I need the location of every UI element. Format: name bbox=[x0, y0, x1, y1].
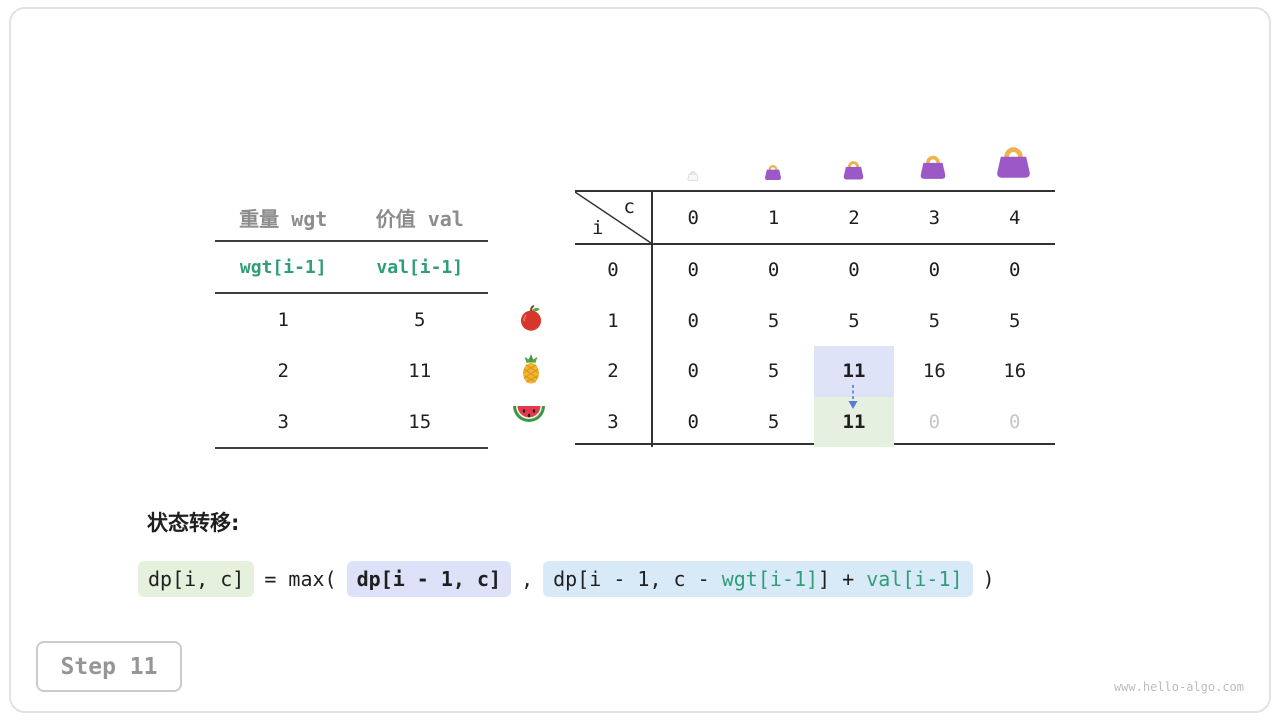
dp-col-header-2: 2 bbox=[813, 192, 895, 245]
watermelon-icon bbox=[512, 404, 546, 432]
dp-cell-3-0: 0 bbox=[687, 410, 699, 433]
step-badge: Step 11 bbox=[36, 641, 182, 692]
dp-col-header-1: 1 bbox=[733, 192, 814, 245]
formula-close-paren: ) bbox=[982, 567, 995, 591]
formula-arg2: dp[i - 1, c - wgt[i-1]] + val[i-1] bbox=[543, 561, 973, 597]
dp-cell-0-1: 0 bbox=[767, 259, 780, 282]
bag-small-icon bbox=[762, 160, 784, 186]
formula-arg2-prefix: dp[i - 1, c - bbox=[553, 567, 722, 591]
dp-cell-1-0: 0 bbox=[687, 309, 699, 332]
watermark: www.hello-algo.com bbox=[1113, 680, 1244, 694]
dp-table: c i 0 1 2 3 4 0 0 0 0 0 0 1 0 5 5 5 5 2 … bbox=[575, 190, 1055, 447]
items-formula-row: wgt[i-1] val[i-1] bbox=[215, 242, 488, 292]
items-table-header: 重量 wgt 价值 val bbox=[215, 195, 488, 240]
items-col-header-val: 价值 val bbox=[375, 207, 464, 231]
items-table-rule bbox=[215, 447, 488, 449]
dp-cell-1-3: 5 bbox=[928, 309, 941, 332]
bag-empty-icon bbox=[686, 167, 700, 186]
items-row-1-wgt: 1 bbox=[277, 308, 289, 331]
dp-cell-1-4: 5 bbox=[1009, 309, 1021, 332]
transition-arrow-icon bbox=[845, 384, 861, 415]
dp-row-label-3: 3 bbox=[575, 396, 653, 447]
items-row-1-val: 5 bbox=[414, 308, 426, 331]
dp-row-label-2: 2 bbox=[575, 346, 653, 397]
dp-col-header-4: 4 bbox=[974, 192, 1055, 245]
pineapple-icon bbox=[516, 353, 546, 389]
items-col-header-wgt: 重量 wgt bbox=[239, 207, 328, 231]
dp-row-label-1: 1 bbox=[575, 295, 653, 346]
dp-cell-2-1: 5 bbox=[767, 360, 780, 383]
dp-cell-1-2: 5 bbox=[848, 309, 860, 332]
dp-corner-col-label: c bbox=[623, 196, 635, 218]
bag-medium-icon bbox=[840, 155, 867, 186]
items-table-rule bbox=[215, 240, 488, 242]
dp-col-header-3: 3 bbox=[894, 192, 975, 245]
items-row-3-val: 15 bbox=[408, 410, 432, 433]
transition-formula: dp[i, c] = max( dp[i - 1, c] , dp[i - 1,… bbox=[138, 561, 995, 597]
dp-corner-row-label: i bbox=[592, 217, 604, 239]
formula-arg2-wgt: wgt[i-1] bbox=[721, 567, 819, 591]
items-row-1: 1 5 bbox=[215, 294, 488, 345]
apple-icon bbox=[517, 304, 545, 336]
dp-cell-2-4: 16 bbox=[1003, 360, 1027, 383]
dp-cell-1-1: 5 bbox=[767, 309, 780, 332]
dp-cell-2-2-highlighted: 11 bbox=[813, 346, 895, 397]
items-table-rule bbox=[215, 292, 488, 294]
items-formula-val: val[i-1] bbox=[376, 256, 464, 278]
formula-arg2-infix: ] + bbox=[818, 567, 867, 591]
dp-row-label-0: 0 bbox=[575, 245, 653, 296]
dp-cell-3-1: 5 bbox=[767, 410, 780, 433]
items-row-2-val: 11 bbox=[408, 359, 432, 382]
dp-cell-0-3: 0 bbox=[928, 259, 941, 282]
dp-cell-2-0: 0 bbox=[687, 360, 699, 383]
transition-heading: 状态转移: bbox=[147, 511, 240, 535]
bag-large-icon bbox=[916, 148, 950, 186]
formula-separator: , bbox=[521, 567, 534, 591]
dp-corner-cell: c i bbox=[575, 192, 653, 245]
formula-lhs: dp[i, c] bbox=[138, 561, 255, 597]
formula-operator: = max( bbox=[264, 567, 337, 591]
dp-cell-3-4: 0 bbox=[1009, 410, 1021, 433]
dp-col-header-0: 0 bbox=[653, 192, 734, 245]
items-table: 重量 wgt 价值 val wgt[i-1] val[i-1] 1 5 2 11… bbox=[215, 195, 488, 449]
dp-cell-0-0: 0 bbox=[687, 259, 699, 282]
items-row-2-wgt: 2 bbox=[277, 359, 289, 382]
formula-arg1: dp[i - 1, c] bbox=[346, 561, 512, 597]
items-row-2: 2 11 bbox=[215, 345, 488, 396]
dp-cell-2-3: 16 bbox=[922, 360, 946, 383]
dp-cell-3-3: 0 bbox=[928, 410, 941, 433]
items-row-3: 3 15 bbox=[215, 396, 488, 447]
items-formula-wgt: wgt[i-1] bbox=[239, 256, 327, 278]
dp-cell-0-2: 0 bbox=[848, 259, 860, 282]
formula-arg2-val: val[i-1] bbox=[866, 567, 963, 591]
items-row-3-wgt: 3 bbox=[277, 410, 289, 433]
dp-cell-0-4: 0 bbox=[1009, 259, 1021, 282]
bag-xlarge-icon bbox=[991, 137, 1036, 186]
